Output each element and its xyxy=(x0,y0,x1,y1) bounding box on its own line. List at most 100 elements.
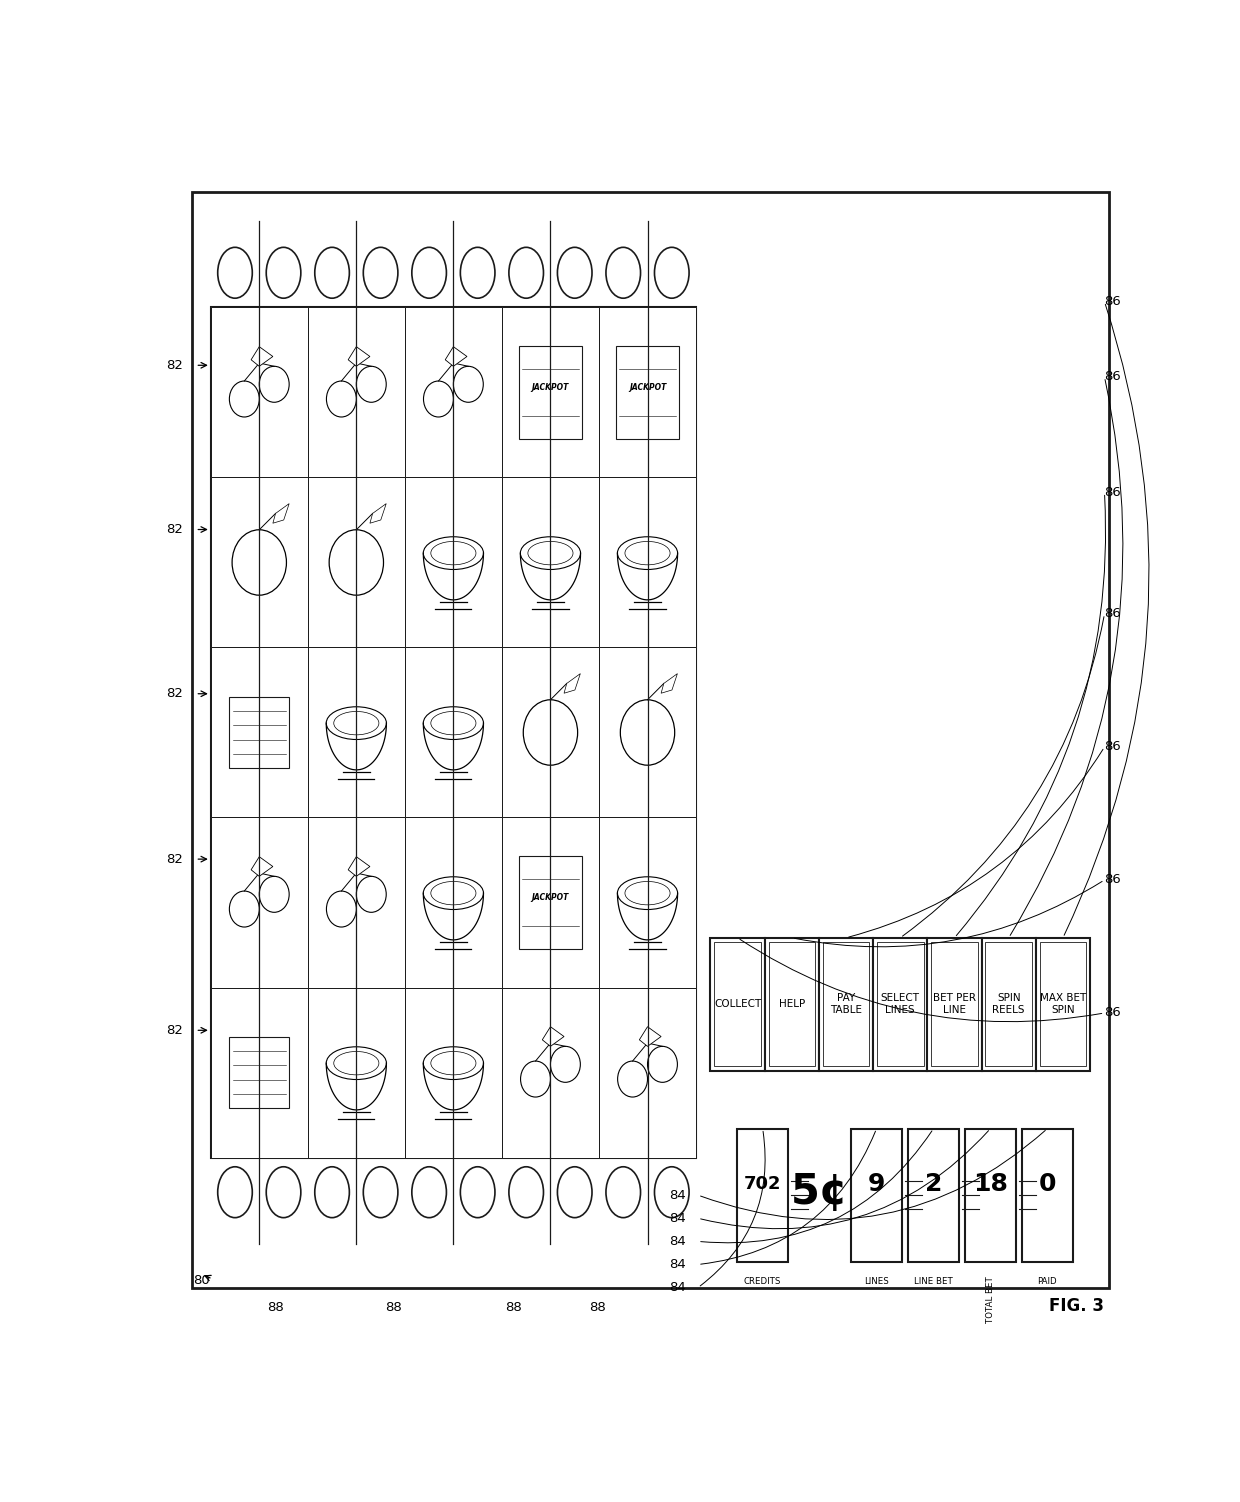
Text: 84: 84 xyxy=(668,1188,686,1202)
Bar xyxy=(616,345,680,439)
Ellipse shape xyxy=(655,248,689,299)
Polygon shape xyxy=(542,1027,564,1047)
Bar xyxy=(599,987,696,1158)
Bar xyxy=(211,308,696,1158)
Ellipse shape xyxy=(334,1051,379,1075)
Bar xyxy=(873,937,928,1071)
Text: COLLECT: COLLECT xyxy=(714,999,761,1009)
Ellipse shape xyxy=(326,707,387,739)
Bar xyxy=(599,817,696,987)
Ellipse shape xyxy=(315,1167,350,1218)
Bar xyxy=(404,987,502,1158)
Text: 86: 86 xyxy=(1105,607,1121,620)
Ellipse shape xyxy=(521,536,580,569)
Text: FIG. 3: FIG. 3 xyxy=(1049,1298,1105,1316)
Circle shape xyxy=(551,1047,580,1083)
Bar xyxy=(502,647,599,817)
Polygon shape xyxy=(640,1027,661,1047)
Text: JACKPOT: JACKPOT xyxy=(629,383,666,392)
Text: 86: 86 xyxy=(1105,874,1121,886)
Bar xyxy=(1022,1128,1073,1262)
Ellipse shape xyxy=(412,248,446,299)
Bar xyxy=(308,987,404,1158)
Circle shape xyxy=(523,700,578,765)
Text: 88: 88 xyxy=(384,1301,402,1314)
Bar xyxy=(1035,937,1090,1071)
Polygon shape xyxy=(370,503,386,523)
Ellipse shape xyxy=(430,882,476,904)
Bar xyxy=(211,817,308,987)
Circle shape xyxy=(229,891,259,927)
Polygon shape xyxy=(348,856,370,876)
Ellipse shape xyxy=(655,1167,689,1218)
Bar xyxy=(928,937,982,1071)
Text: TOTAL BET: TOTAL BET xyxy=(986,1277,994,1323)
Ellipse shape xyxy=(334,712,379,734)
Text: 88: 88 xyxy=(505,1301,522,1314)
Bar xyxy=(765,937,818,1071)
Ellipse shape xyxy=(363,248,398,299)
Text: 82: 82 xyxy=(166,523,184,536)
Ellipse shape xyxy=(606,1167,641,1218)
Ellipse shape xyxy=(315,248,350,299)
Bar xyxy=(965,1128,1016,1262)
Circle shape xyxy=(329,530,383,595)
Circle shape xyxy=(232,530,286,595)
Text: 82: 82 xyxy=(166,359,184,372)
Ellipse shape xyxy=(423,707,484,739)
Polygon shape xyxy=(252,347,273,366)
Polygon shape xyxy=(564,673,580,694)
Text: 82: 82 xyxy=(166,688,184,700)
Ellipse shape xyxy=(267,1167,301,1218)
Text: 86: 86 xyxy=(1105,740,1121,754)
Ellipse shape xyxy=(558,248,591,299)
Ellipse shape xyxy=(625,882,670,904)
Text: PAID: PAID xyxy=(1038,1277,1058,1286)
Circle shape xyxy=(618,1060,647,1096)
Text: 5¢: 5¢ xyxy=(791,1172,848,1214)
Ellipse shape xyxy=(218,248,252,299)
Ellipse shape xyxy=(430,541,476,565)
Text: SELECT
LINES: SELECT LINES xyxy=(880,993,920,1015)
Ellipse shape xyxy=(218,1167,252,1218)
Polygon shape xyxy=(445,347,467,366)
Text: MAX BET
SPIN: MAX BET SPIN xyxy=(1040,993,1086,1015)
Bar xyxy=(502,987,599,1158)
Bar xyxy=(502,817,599,987)
Text: 84: 84 xyxy=(668,1212,686,1224)
Bar xyxy=(818,937,873,1071)
Bar xyxy=(404,478,502,647)
Ellipse shape xyxy=(558,1167,591,1218)
Ellipse shape xyxy=(412,1167,446,1218)
Circle shape xyxy=(521,1060,551,1096)
Bar xyxy=(211,308,308,478)
Ellipse shape xyxy=(618,877,677,910)
Ellipse shape xyxy=(460,1167,495,1218)
Bar xyxy=(877,942,924,1066)
Ellipse shape xyxy=(528,541,573,565)
Circle shape xyxy=(326,891,356,927)
Text: 88: 88 xyxy=(267,1301,284,1314)
Circle shape xyxy=(259,366,289,403)
Text: HELP: HELP xyxy=(779,999,805,1009)
Text: 18: 18 xyxy=(973,1173,1008,1197)
Bar xyxy=(404,308,502,478)
Text: LINE BET: LINE BET xyxy=(914,1277,952,1286)
Text: 84: 84 xyxy=(668,1259,686,1271)
Text: 0: 0 xyxy=(1039,1173,1056,1197)
Bar xyxy=(229,697,289,768)
Bar xyxy=(714,942,761,1066)
Text: JACKPOT: JACKPOT xyxy=(532,383,569,392)
Text: 80: 80 xyxy=(193,1274,211,1287)
Ellipse shape xyxy=(423,1047,484,1080)
Bar xyxy=(518,345,582,439)
Polygon shape xyxy=(252,856,273,876)
Bar xyxy=(308,478,404,647)
Ellipse shape xyxy=(430,1051,476,1075)
Bar xyxy=(404,817,502,987)
Circle shape xyxy=(229,382,259,418)
Ellipse shape xyxy=(508,1167,543,1218)
Text: PAY
TABLE: PAY TABLE xyxy=(830,993,862,1015)
Circle shape xyxy=(620,700,675,765)
Bar xyxy=(502,308,599,478)
